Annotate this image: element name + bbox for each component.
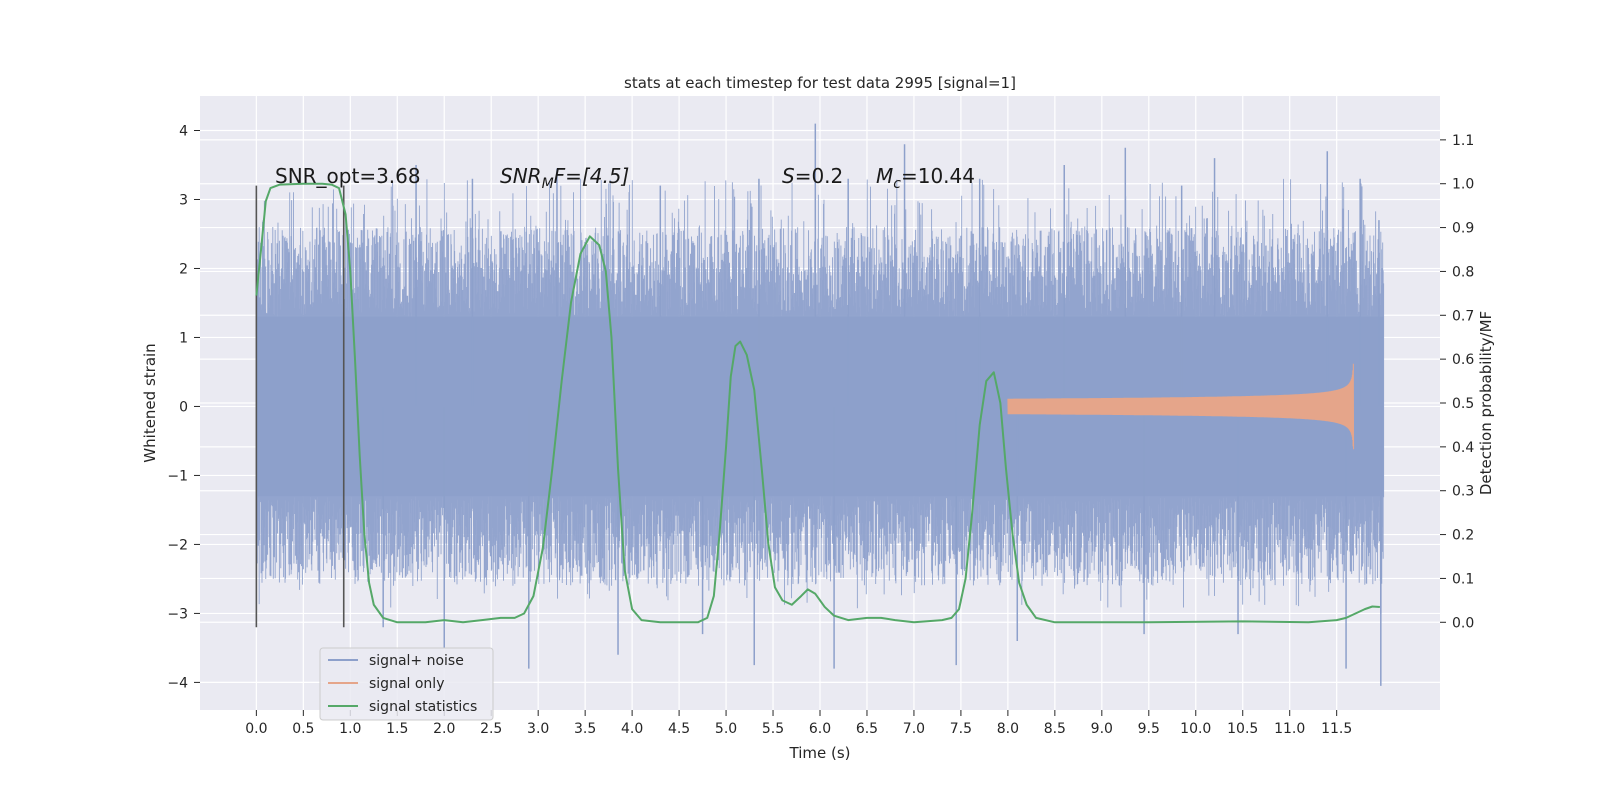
y-tick-label-3: −1: [167, 468, 188, 484]
y-right-tick-label-1: 0.1: [1452, 571, 1474, 587]
y-tick-label-7: 3: [179, 192, 188, 208]
y-right-tick-label-7: 0.7: [1452, 308, 1474, 324]
x-tick-label-1: 0.5: [292, 721, 314, 737]
x-tick-label-20: 10.0: [1180, 721, 1211, 737]
y-axis-label: Whitened strain: [141, 343, 159, 462]
legend-box: [319, 647, 494, 721]
annotation-s: S=0.2: [782, 164, 843, 188]
y-right-tick-label-2: 0.2: [1452, 528, 1474, 544]
y-right-tick-label-10: 1.0: [1452, 177, 1474, 193]
annotation-mc-subscript: c: [893, 176, 901, 192]
x-tick-label-6: 3.0: [527, 721, 549, 737]
y-right-tick-label-8: 0.8: [1452, 264, 1474, 280]
y-right-tick-label-0: 0.0: [1452, 615, 1474, 631]
y-axis-right-label: Detection probability/MF: [1477, 311, 1495, 495]
annotation-mc-symbol: M: [876, 164, 893, 188]
x-tick-label-7: 3.5: [574, 721, 596, 737]
y-tick-label-6: 2: [179, 261, 188, 277]
y-right-tick-label-9: 0.9: [1452, 221, 1474, 237]
x-tick-label-15: 7.5: [950, 721, 972, 737]
x-tick-label-21: 10.5: [1227, 721, 1258, 737]
x-tick-label-9: 4.5: [668, 721, 690, 737]
annotation-s-symbol: S: [782, 164, 795, 188]
y-tick-label-8: 4: [179, 123, 188, 139]
y-tick-label-4: 0: [179, 399, 188, 415]
chirp-trace: [1007, 363, 1355, 450]
legend: signal+ noise signal only signal statist…: [319, 647, 494, 721]
x-tick-label-8: 4.0: [621, 721, 643, 737]
x-tick-label-22: 11.0: [1274, 721, 1305, 737]
chart-title: stats at each timestep for test data 299…: [624, 74, 1016, 92]
x-tick-label-0: 0.0: [245, 721, 267, 737]
annotation-s-value: =0.2: [795, 164, 844, 188]
annotation-mc-value: =10.44: [901, 164, 975, 188]
series-signal-only: [1007, 363, 1355, 450]
annotation-snr-mf-symbol: SNR: [500, 164, 542, 188]
x-tick-label-11: 5.5: [762, 721, 784, 737]
y-right-tick-label-11: 1.1: [1452, 133, 1474, 149]
y-axis-right-ticks: 0.0 0.1 0.2 0.3 0.4 0.5 0.6 0.7 0.8 0.9 1.0 1.1: [1440, 133, 1474, 631]
legend-label-signal-statistics: signal statistics: [369, 699, 477, 715]
x-tick-label-16: 8.0: [997, 721, 1019, 737]
annotation-snr-opt: SNR_opt=3.68: [275, 164, 421, 188]
legend-label-signal-only: signal only: [369, 676, 444, 692]
x-tick-label-12: 6.0: [809, 721, 831, 737]
x-tick-label-18: 9.0: [1091, 721, 1113, 737]
y-tick-label-2: −2: [167, 537, 188, 553]
annotation-snr-mf-value: F=[4.5]: [554, 164, 630, 188]
x-tick-label-4: 2.0: [433, 721, 455, 737]
x-tick-label-3: 1.5: [386, 721, 408, 737]
x-tick-label-10: 5.0: [715, 721, 737, 737]
y-right-tick-label-5: 0.5: [1452, 396, 1474, 412]
x-tick-label-2: 1.0: [339, 721, 361, 737]
y-tick-label-5: 1: [179, 330, 188, 346]
y-tick-label-0: −4: [167, 675, 188, 691]
x-axis-ticks: 0.0 0.5 1.0 1.5 2.0 2.5 3.0 3.5 4.0 4.5 5.0 5.5 6.0 6…: [245, 710, 1352, 737]
vertical-markers: [255, 185, 345, 628]
annotation-snr-mf: SNRMF=[4.5]: [500, 164, 629, 192]
x-tick-label-13: 6.5: [856, 721, 878, 737]
x-axis-label: Time (s): [789, 744, 851, 762]
y-right-tick-label-3: 0.3: [1452, 484, 1474, 500]
y-axis-left-ticks: −4 −3 −2 −1 0 1 2 3 4: [167, 123, 200, 691]
y-right-tick-label-6: 0.6: [1452, 352, 1474, 368]
x-tick-label-17: 8.5: [1044, 721, 1066, 737]
x-tick-label-23: 11.5: [1321, 721, 1352, 737]
annotation-snr-mf-subscript: M: [542, 176, 554, 192]
x-tick-label-14: 7.0: [903, 721, 925, 737]
statistics-line: [255, 182, 1380, 624]
annotation-mc: Mc=10.44: [876, 164, 975, 192]
x-tick-label-5: 2.5: [480, 721, 502, 737]
series-signal-statistics: [255, 182, 1380, 624]
y-right-tick-label-4: 0.4: [1452, 440, 1474, 456]
y-tick-label-1: −3: [167, 606, 188, 622]
x-tick-label-19: 9.5: [1138, 721, 1160, 737]
legend-label-signal-noise: signal+ noise: [369, 653, 464, 669]
